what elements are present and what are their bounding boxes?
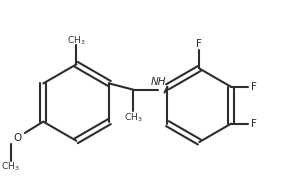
Text: CH$_3$: CH$_3$: [67, 34, 86, 47]
Text: F: F: [251, 119, 257, 129]
Text: CH$_3$: CH$_3$: [1, 161, 20, 173]
Text: F: F: [251, 82, 257, 92]
Text: CH$_3$: CH$_3$: [124, 111, 143, 124]
Text: NH: NH: [151, 77, 166, 87]
Text: O: O: [14, 133, 22, 143]
Text: F: F: [196, 39, 202, 49]
